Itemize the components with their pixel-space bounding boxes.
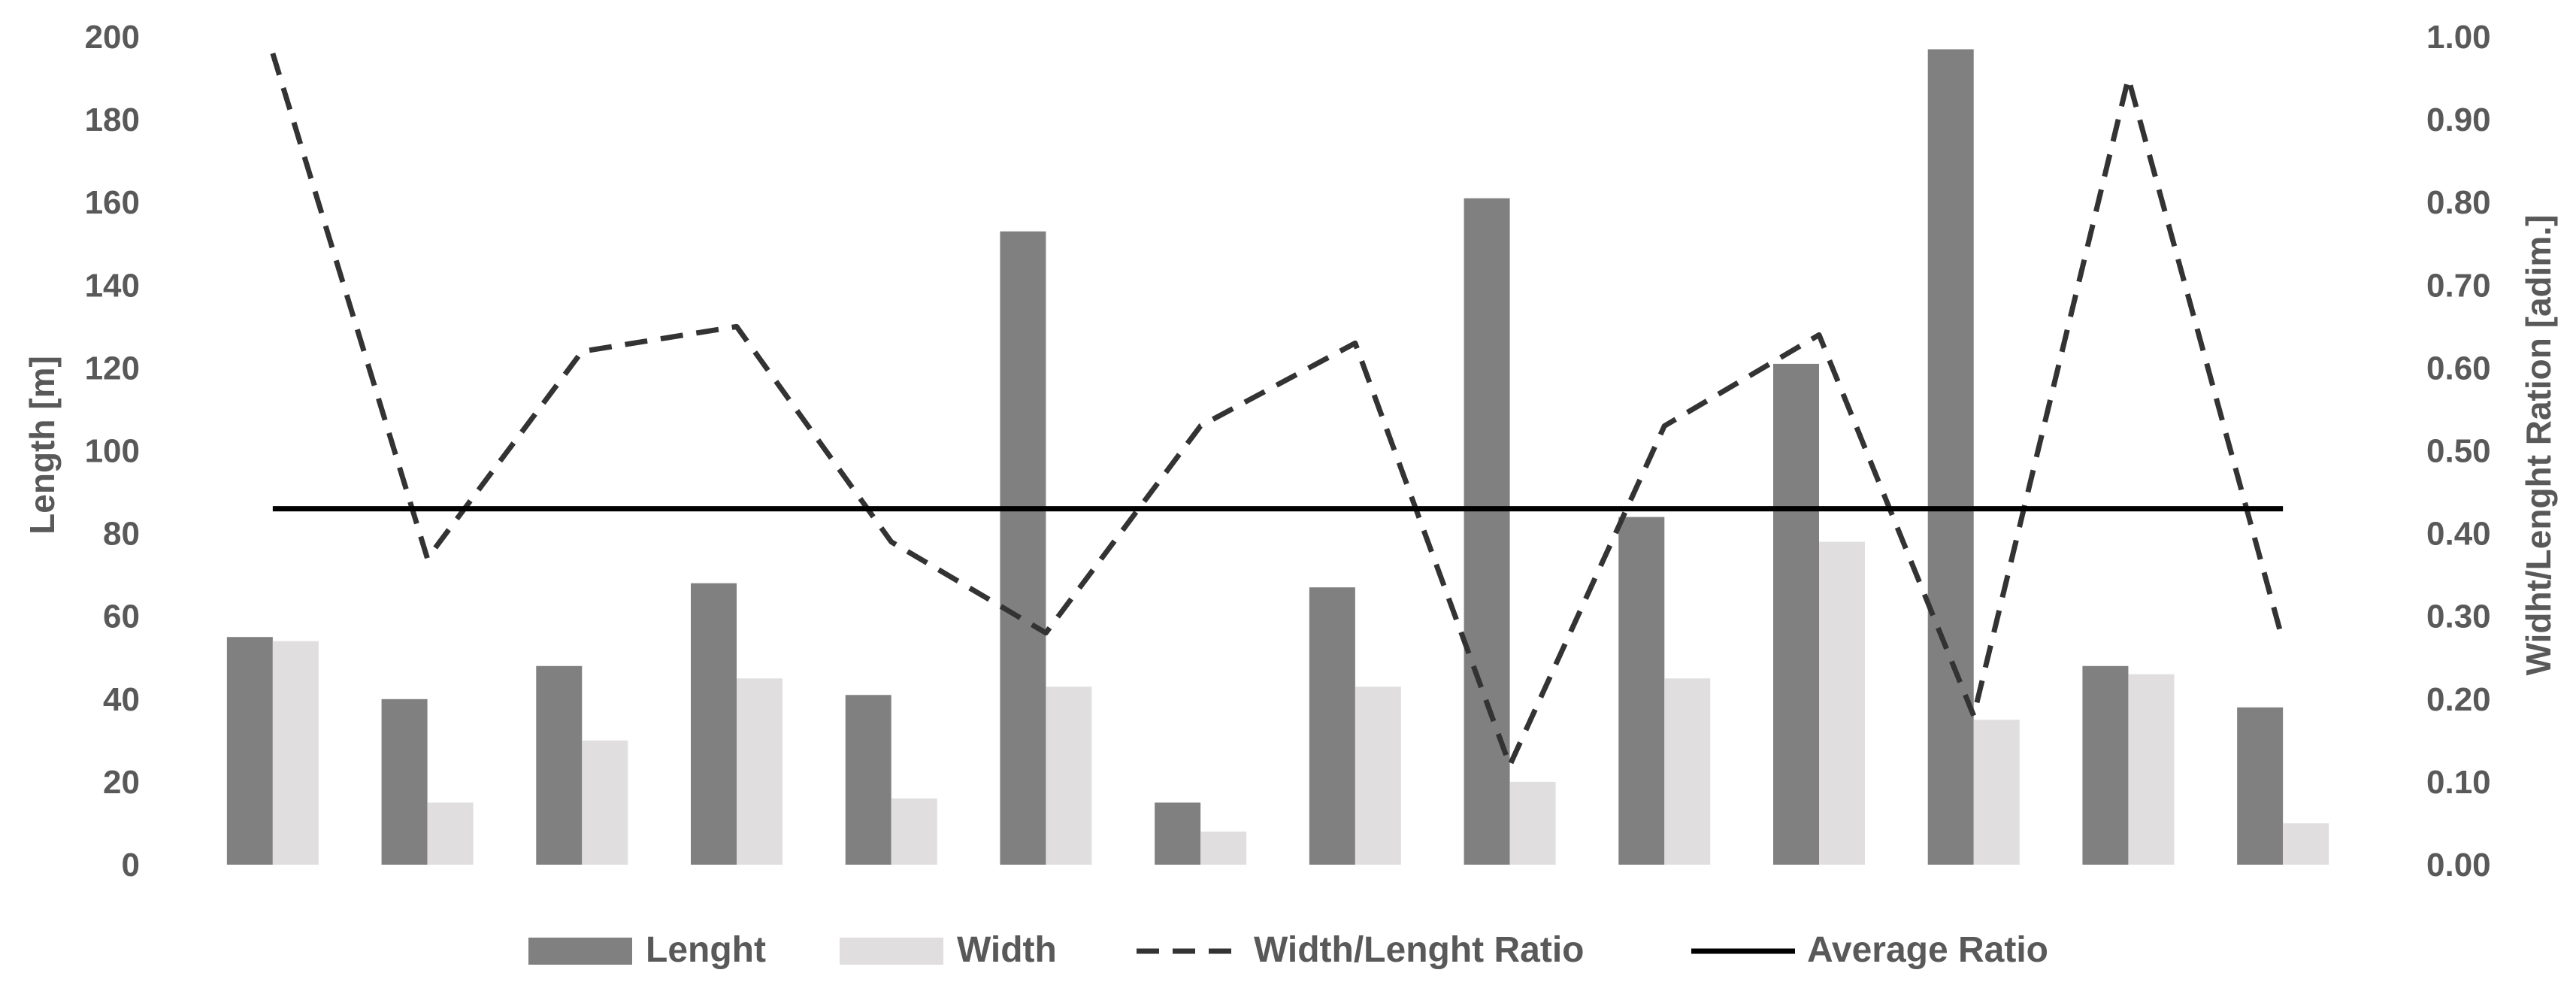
bar-width [272, 641, 319, 865]
bar-lenght [1618, 517, 1665, 865]
bar-lenght [1155, 802, 1201, 865]
left-axis-title: Length [m] [23, 356, 62, 535]
left-tick-label: 40 [103, 681, 140, 718]
legend-label-average: Average Ratio [1807, 930, 2048, 970]
bar-width [1509, 781, 1556, 865]
bar-width [1819, 541, 1865, 865]
legend-swatch-lenght [528, 938, 632, 965]
bar-width [2128, 674, 2175, 865]
left-tick-label: 60 [103, 599, 140, 635]
left-tick-label: 0 [122, 847, 140, 883]
bar-width [737, 678, 782, 865]
left-tick-label: 180 [85, 102, 140, 138]
bar-width [2283, 823, 2329, 865]
right-tick-label: 0.50 [2426, 433, 2491, 470]
bar-width [1355, 686, 1401, 865]
bar-lenght [2082, 665, 2129, 865]
right-tick-label: 0.60 [2426, 350, 2491, 386]
legend-item-average: Average Ratio [1691, 930, 2048, 970]
right-tick-label: 0.20 [2426, 681, 2491, 718]
right-tick-label: 0.80 [2426, 184, 2491, 221]
right-tick-label: 0.30 [2426, 599, 2491, 635]
right-tick-label: 0.90 [2426, 102, 2491, 138]
legend-label-width: Width [957, 930, 1057, 970]
bar-lenght [2237, 707, 2284, 865]
bar-width [1973, 720, 2020, 865]
legend-item-lenght: Lenght [528, 930, 766, 970]
bar-width [891, 798, 937, 865]
left-tick-label: 160 [85, 184, 140, 221]
right-tick-label: 1.00 [2426, 19, 2491, 56]
right-tick-label: 0.40 [2426, 516, 2491, 553]
left-tick-label: 20 [103, 764, 140, 801]
bar-lenght [1309, 587, 1355, 865]
bar-lenght [845, 695, 891, 865]
bars [226, 49, 2329, 865]
left-tick-label: 120 [85, 350, 140, 386]
bar-lenght [381, 699, 428, 865]
left-tick-label: 100 [85, 433, 140, 470]
bar-lenght [1927, 49, 1974, 865]
legend: Lenght Width Width/Lenght Ratio Average … [528, 930, 2048, 970]
right-axis-title: Widht/Lenght Ration [adim.] [2519, 215, 2558, 676]
legend-swatch-width [840, 938, 943, 965]
right-axis-ticks: 0.00 0.10 0.20 0.30 0.40 0.50 0.60 0.70 0.80 0.90… [2426, 19, 2491, 883]
bar-width [1200, 831, 1247, 865]
left-axis-ticks: 0 20 40 60 80 100 120 140 160 180 200 [85, 19, 140, 883]
line-width-lenght-ratio [270, 52, 2286, 768]
bar-lenght [536, 665, 583, 865]
legend-label-ratio: Width/Lenght Ratio [1254, 930, 1584, 970]
bar-lenght [1000, 231, 1046, 865]
right-tick-label: 0.00 [2426, 847, 2491, 883]
right-tick-label: 0.70 [2426, 267, 2491, 304]
bar-width [582, 740, 628, 865]
legend-item-ratio: Width/Lenght Ratio [1137, 930, 1584, 970]
bar-lenght [226, 637, 273, 865]
bar-lenght [1464, 198, 1510, 865]
bar-lenght [691, 583, 737, 865]
bar-lenght [1773, 363, 1819, 865]
bar-width [1664, 678, 1711, 865]
right-tick-label: 0.10 [2426, 764, 2491, 801]
left-tick-label: 140 [85, 267, 140, 304]
legend-item-width: Width [840, 930, 1057, 970]
left-tick-label: 200 [85, 19, 140, 56]
legend-label-lenght: Lenght [646, 930, 766, 970]
bar-width [427, 802, 474, 865]
bar-width [1046, 686, 1092, 865]
lines [270, 52, 2286, 768]
left-tick-label: 80 [103, 516, 140, 553]
